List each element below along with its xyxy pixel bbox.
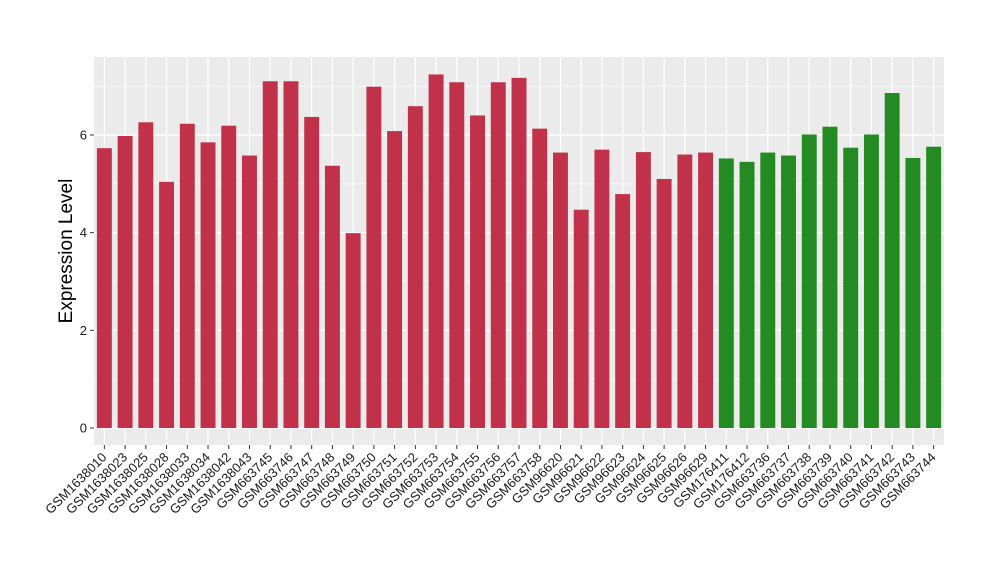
y-tick-label: 2 — [80, 323, 87, 338]
y-tick-label: 6 — [80, 128, 87, 143]
bar-GSM663748 — [324, 165, 340, 428]
bar-GSM663752 — [407, 106, 423, 429]
bar-GSM96629 — [698, 152, 714, 428]
bar-GSM176412 — [739, 161, 755, 428]
bar-GSM663736 — [760, 152, 776, 428]
bar-GSM663758 — [532, 128, 548, 428]
bar-GSM663756 — [490, 82, 506, 428]
bar-GSM663757 — [511, 77, 527, 429]
bar-GSM663749 — [345, 233, 361, 428]
bar-GSM663740 — [843, 147, 859, 429]
bar-GSM96622 — [594, 149, 610, 428]
y-tick-label: 4 — [80, 225, 87, 240]
bar-GSM663738 — [801, 134, 817, 429]
y-tick-label: 0 — [80, 421, 87, 436]
bar-GSM1638023 — [117, 135, 133, 428]
bar-GSM1638033 — [179, 123, 195, 428]
bar-GSM1638010 — [96, 148, 112, 428]
bar-GSM96621 — [573, 209, 589, 428]
bar-GSM663743 — [905, 157, 921, 428]
x-axis: GSM1638010GSM1638023GSM1638025GSM1638028… — [42, 445, 939, 517]
bar-GSM663753 — [428, 74, 444, 429]
bar-GSM663741 — [863, 134, 879, 429]
bar-GSM1638042 — [221, 125, 237, 428]
bar-GSM1638043 — [242, 155, 257, 428]
y-axis-title: Expression Level — [56, 179, 77, 324]
bar-GSM96623 — [615, 194, 631, 428]
bar-GSM96625 — [656, 178, 672, 428]
bar-GSM663755 — [470, 115, 485, 428]
bar-GSM1638034 — [200, 142, 216, 428]
bar-GSM663747 — [304, 116, 320, 428]
bar-GSM96620 — [553, 152, 568, 428]
bar-GSM663742 — [884, 93, 900, 429]
bar-GSM663754 — [449, 82, 465, 428]
bar-GSM96626 — [677, 154, 693, 429]
bar-GSM663751 — [387, 131, 403, 429]
bar-GSM663737 — [781, 155, 796, 428]
bars — [96, 74, 942, 429]
bar-GSM663739 — [822, 126, 838, 428]
bar-GSM1638025 — [138, 122, 154, 428]
bar-GSM663746 — [283, 81, 299, 429]
bar-GSM663744 — [926, 146, 942, 428]
bar-GSM176411 — [718, 158, 734, 428]
y-axis: 0 2 4 6 — [80, 128, 94, 436]
bar-GSM1638028 — [159, 181, 175, 428]
bar-GSM663750 — [366, 86, 382, 428]
bar-GSM663745 — [262, 81, 278, 429]
bar-GSM96624 — [635, 152, 651, 428]
